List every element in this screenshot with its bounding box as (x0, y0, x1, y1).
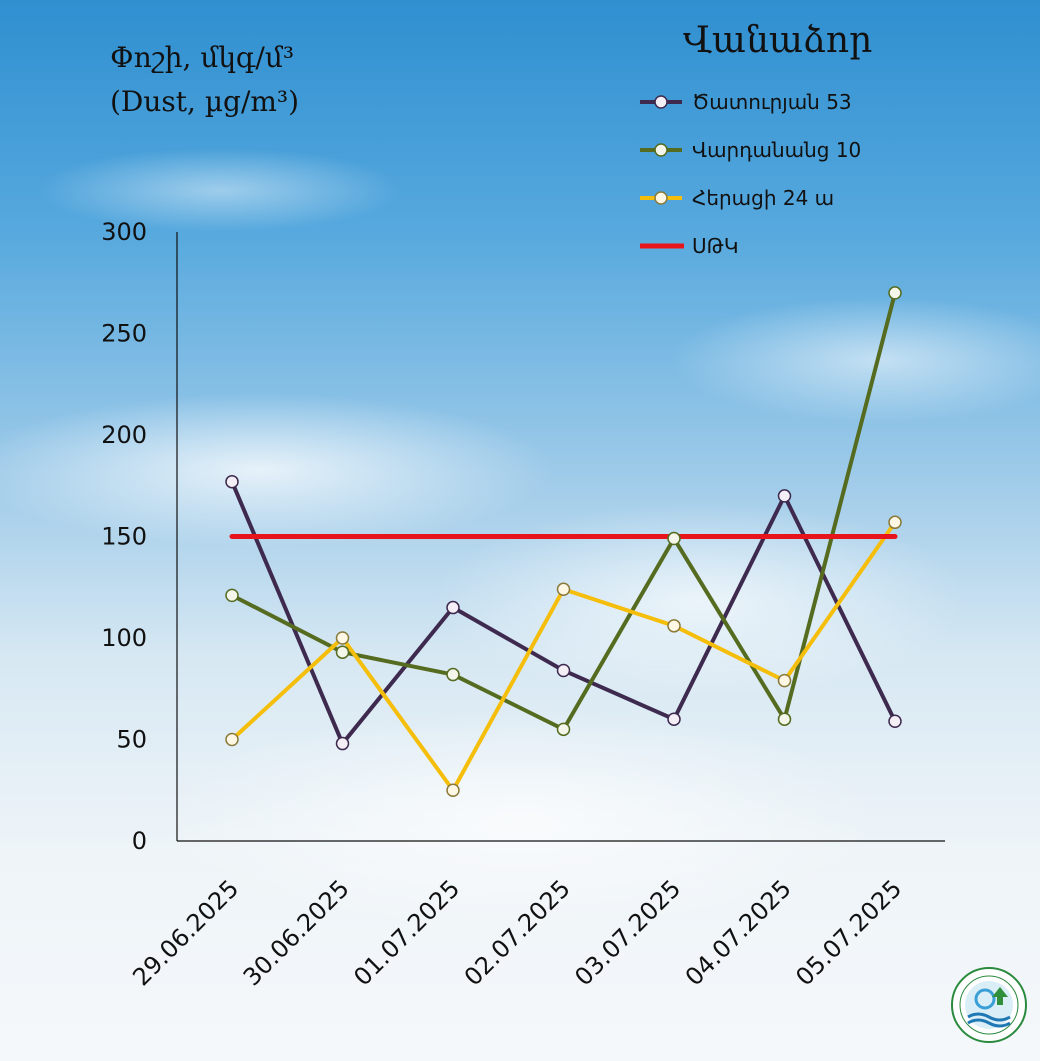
y-tick-label: 100 (101, 624, 147, 652)
data-point-series-0 (667, 712, 681, 726)
data-point-series-2 (446, 783, 460, 797)
legend-item-0: Ծատուրյան 53 (640, 78, 861, 126)
data-point-series-2 (777, 673, 792, 688)
y-tick-label: 250 (101, 320, 147, 348)
legend-label-1: Վարդանանց 10 (692, 138, 862, 162)
data-point-series-1 (667, 531, 681, 546)
data-point-series-1 (225, 588, 239, 603)
data-point-series-1 (446, 667, 460, 682)
data-point-series-0 (888, 714, 902, 728)
legend-item-1: Վարդանանց 10 (640, 126, 861, 174)
legend-label-3: ՍԹԿ (692, 234, 739, 258)
x-tick-label: 03.07.2025 (569, 874, 686, 991)
series-line-0 (230, 479, 897, 746)
legend-item-3: ՍԹԿ (640, 222, 861, 270)
legend-title: Վանաձոր (683, 20, 873, 61)
y-axis-title-line2: (Dust, µg/m³) (110, 85, 300, 118)
data-point-series-0 (335, 736, 350, 751)
data-point-series-2 (225, 732, 239, 747)
data-point-series-1 (335, 645, 350, 659)
data-point-series-0 (777, 489, 792, 503)
legend: Ծատուրյան 53 Վարդանանց 10 Հերացի 24 ա ՍԹ… (640, 78, 861, 270)
data-point-series-0 (556, 663, 571, 678)
legend-label-0: Ծատուրյան 53 (692, 90, 852, 114)
data-point-series-1 (888, 286, 902, 300)
y-axis-title: Փոշի, մկգ/մ³ (Dust, µg/m³) (110, 36, 299, 124)
data-point-series-0 (446, 600, 460, 615)
legend-swatch-1 (640, 143, 682, 157)
data-point-series-1 (556, 722, 571, 737)
legend-item-2: Հերացի 24 ա (640, 174, 861, 222)
legend-swatch-3 (640, 243, 684, 249)
y-tick-label: 50 (116, 726, 147, 754)
y-tick-label: 150 (101, 523, 147, 551)
series-line-2 (230, 520, 897, 793)
legend-label-2: Հերացի 24 ա (692, 186, 835, 210)
x-tick-label: 02.07.2025 (459, 874, 576, 991)
organization-logo (951, 967, 1027, 1043)
legend-swatch-0 (640, 95, 682, 109)
data-point-series-2 (667, 619, 681, 633)
data-point-series-0 (225, 474, 239, 489)
x-tick-label: 05.07.2025 (790, 874, 907, 991)
x-tick-label: 04.07.2025 (680, 874, 797, 991)
data-point-series-2 (556, 582, 571, 597)
x-tick-label: 29.06.2025 (127, 874, 244, 991)
y-tick-label: 200 (101, 421, 147, 449)
legend-swatch-2 (640, 191, 682, 205)
y-tick-label: 300 (101, 218, 147, 246)
x-tick-label: 01.07.2025 (348, 874, 465, 991)
data-point-series-1 (777, 712, 792, 726)
y-axis-title-line1: Փոշի, մկգ/մ³ (110, 41, 295, 74)
data-point-series-2 (888, 515, 902, 530)
x-tick-label: 30.06.2025 (238, 874, 355, 991)
y-tick-label: 0 (132, 827, 147, 855)
data-point-series-2 (335, 631, 350, 645)
